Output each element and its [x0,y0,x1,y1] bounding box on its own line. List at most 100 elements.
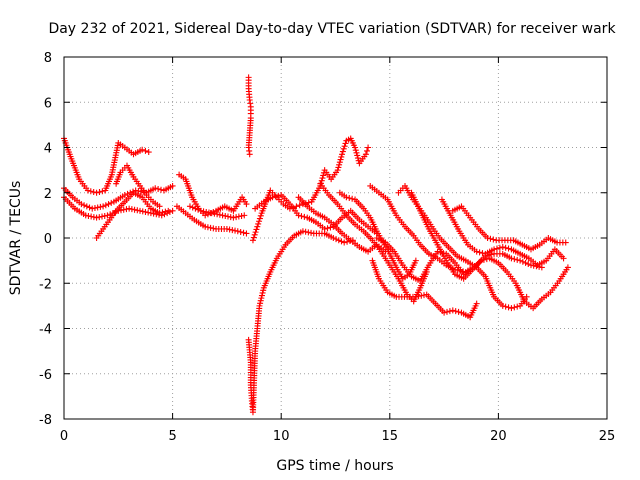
data-point-fill [553,248,565,260]
data-point-fill [269,189,278,199]
data-point-fill [418,243,431,256]
data-point-fill [401,264,413,278]
data-point-fill [282,202,291,211]
data-point-fill [368,216,379,232]
data-marks [61,74,571,416]
data-point [256,302,263,309]
x-tick-label: 5 [168,429,176,444]
data-point-fill [113,171,123,185]
data-point-fill [502,244,512,252]
data-point-fill [483,275,497,298]
data-point-fill [293,229,304,238]
data-point-fill [323,169,333,180]
data-point-fill [237,228,247,236]
data-point [295,212,302,219]
data-point-fill [189,204,202,213]
data-point-fill [488,256,500,265]
data-point-fill [152,200,161,208]
data-point-fill [254,305,263,329]
data-point-fill [296,202,303,209]
data-point-fill [96,212,108,221]
data-point [100,203,107,210]
data-point-fill [313,230,325,237]
data-point-fill [319,182,331,196]
data-point-fill [523,300,534,310]
data-point [352,144,359,151]
data-point-fill [440,198,453,217]
data-point-fill [510,247,521,256]
series-track-16 [369,257,480,321]
data-point [89,205,96,212]
data-point-fill [138,185,148,196]
data-point-fill [132,176,142,187]
data-point-fill [349,238,361,249]
data-point-fill [272,192,282,200]
data-point-fill [223,204,235,213]
data-point-fill [190,196,201,210]
data-point-fill [512,238,524,247]
data-point-fill [118,206,130,214]
data-point-fill [333,236,345,245]
data-point-fill [240,196,248,205]
data-point-fill [275,244,288,260]
data-point-fill [485,251,495,259]
data-point-fill [367,243,378,253]
data-point [269,194,276,201]
data-point [473,300,480,307]
data-point-fill [344,238,353,245]
data-point-fill [95,228,105,239]
data-point-fill [103,173,114,192]
data-point-fill [245,88,253,101]
series-track-21 [438,196,567,269]
data-point-fill [193,218,207,229]
data-point-fill [123,191,135,203]
x-tick-label: 20 [490,429,507,444]
y-tick-label: -6 [39,368,52,383]
data-point [412,293,419,300]
data-point-fill [385,198,399,217]
data-point [449,307,456,314]
x-tick-label: 0 [60,429,68,444]
data-point-fill [323,216,335,226]
data-point-fill [211,210,223,218]
data-point-fill [91,203,104,212]
y-tick-label: 6 [44,96,52,111]
data-point [202,223,209,230]
data-point-fill [362,230,374,242]
data-point-fill [451,204,463,213]
data-point-fill [435,244,449,262]
data-point-fill [349,209,361,222]
data-point-fill [387,253,399,269]
data-point [334,167,341,174]
data-point-fill [377,277,390,294]
series-track-6 [176,171,250,219]
data-point [299,228,306,235]
data-point-fill [150,210,163,218]
data-point-fill [96,188,106,195]
data-point-fill [418,264,431,282]
data-point-fill [497,261,509,274]
data-point-fill [468,302,479,318]
data-point [78,201,85,208]
data-point-fill [462,268,474,280]
data-point-fill [74,206,87,218]
series-track-7 [173,203,250,237]
data-point-fill [487,235,497,243]
data-point-fill [358,218,369,228]
y-tick-label: -2 [39,277,52,292]
data-point-fill [493,250,503,257]
data-point-fill [531,297,544,310]
data-point-fill [81,202,93,211]
axis-ticks: 0 5 10 15 20 25 -8 -6 -4 -2 0 2 4 6 8 [39,51,615,444]
data-point [560,255,567,262]
data-point [562,239,569,246]
data-point-fill [339,140,349,155]
data-point-fill [505,271,518,284]
series-track-11 [249,135,372,244]
data-point [339,151,346,158]
data-point-fill [392,250,405,266]
data-point-fill [329,169,340,180]
data-point-fill [544,248,557,262]
data-point-fill [415,292,428,300]
x-tick-label: 15 [382,429,399,444]
